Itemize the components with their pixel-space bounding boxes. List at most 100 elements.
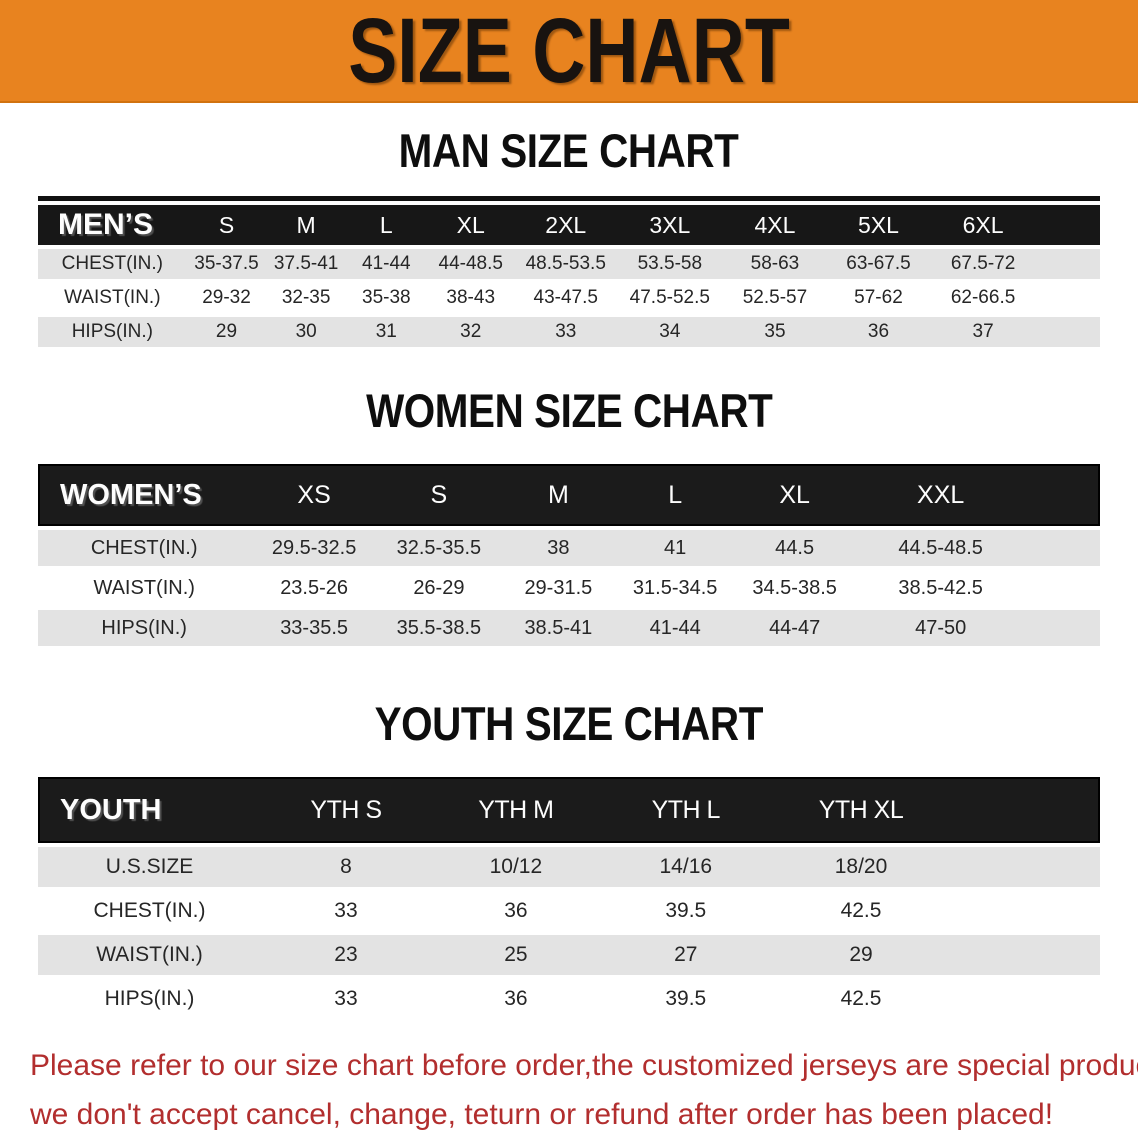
size-value: 25 bbox=[430, 935, 601, 975]
measurement-row: HIPS(IN.) 33 36 39.5 42.5 bbox=[38, 979, 1100, 1019]
size-value: 34.5-38.5 bbox=[752, 576, 837, 599]
size-value: 23.5-26 bbox=[280, 576, 349, 599]
table-group-label: YOUTH bbox=[38, 777, 262, 843]
size-value: 38.5-41 bbox=[499, 610, 617, 646]
measurement-row-label: HIPS(IN.) bbox=[104, 987, 195, 1010]
size-column-header: M bbox=[266, 205, 346, 245]
size-value: 29.5-32.5 bbox=[250, 530, 378, 566]
youth-size-section: YOUTH SIZE CHART YOUTH YTH S YTH M YTH L YTH… bbox=[0, 700, 1138, 1023]
men-size-table: MEN’S S M L XL 2XL 3XL 4XL 5XL 6XL CHEST(IN.) 35-37… bbox=[38, 201, 1100, 351]
size-column-header: S bbox=[186, 205, 267, 245]
measurement-row: CHEST(IN.) 33 36 39.5 42.5 bbox=[38, 891, 1100, 931]
size-value: 38.5-42.5 bbox=[898, 576, 983, 599]
table-header-row: MEN’S S M L XL 2XL 3XL 4XL 5XL 6XL bbox=[38, 205, 1100, 245]
measurement-row-label: WAIST(IN.) bbox=[38, 935, 262, 975]
size-column-header: YTH M bbox=[430, 777, 601, 843]
size-value: 44-48.5 bbox=[426, 249, 515, 279]
disclaimer-line-2: we don't accept cancel, change, teturn o… bbox=[30, 1098, 1054, 1131]
measurement-row-label: WAIST(IN.) bbox=[93, 576, 195, 599]
size-value: 14/16 bbox=[600, 847, 771, 887]
header-spacer bbox=[951, 777, 1100, 843]
size-column-header: 4XL bbox=[722, 205, 827, 245]
table-group-label: MEN’S bbox=[38, 205, 187, 245]
size-value: 33 bbox=[514, 317, 617, 347]
size-column-header: 6XL bbox=[929, 205, 1037, 245]
men-section-heading: MAN SIZE CHART bbox=[399, 124, 739, 177]
banner-title: SIZE CHART bbox=[348, 0, 790, 102]
measurement-row-label: HIPS(IN.) bbox=[38, 610, 251, 646]
size-value: 8 bbox=[261, 847, 431, 887]
youth-section-heading: YOUTH SIZE CHART bbox=[374, 697, 764, 750]
row-spacer bbox=[951, 891, 1100, 931]
size-value: 52.5-57 bbox=[742, 287, 808, 308]
size-value: 35-38 bbox=[362, 287, 411, 308]
size-column-header: YTH L bbox=[600, 777, 771, 843]
size-value: 62-66.5 bbox=[950, 287, 1016, 308]
size-value: 41 bbox=[616, 530, 734, 566]
size-value: 43-47.5 bbox=[533, 287, 598, 308]
size-value: 35-37.5 bbox=[186, 249, 267, 279]
size-value: 27 bbox=[600, 935, 771, 975]
measurement-row: CHEST(IN.) 29.5-32.5 32.5-35.5 38 41 44.5 44.5… bbox=[38, 530, 1100, 566]
table-header-row: WOMEN’S XS S M L XL XXL bbox=[38, 464, 1100, 526]
size-value: 32-35 bbox=[281, 287, 331, 308]
size-column-header: XS bbox=[250, 464, 378, 526]
size-value: 41-44 bbox=[345, 249, 427, 279]
row-spacer bbox=[1036, 283, 1100, 313]
measurement-row-label: CHEST(IN.) bbox=[38, 530, 251, 566]
size-value: 39.5 bbox=[665, 899, 707, 922]
men-table-top-rule bbox=[38, 196, 1100, 201]
women-size-table: WOMEN’S XS S M L XL XXL CHEST(IN.) 29.5-32.5 32.5… bbox=[38, 460, 1100, 650]
size-value: 42.5 bbox=[840, 899, 882, 922]
size-value: 42.5 bbox=[840, 987, 882, 1010]
size-column-header: YTH S bbox=[261, 777, 431, 843]
size-column-header: 5XL bbox=[826, 205, 930, 245]
row-spacer bbox=[1026, 570, 1100, 606]
size-column-header: L bbox=[616, 464, 734, 526]
size-value: 29-32 bbox=[202, 287, 251, 308]
size-value: 47-50 bbox=[855, 610, 1026, 646]
measurement-row-label: CHEST(IN.) bbox=[38, 249, 187, 279]
size-value: 44.5 bbox=[733, 530, 856, 566]
row-spacer bbox=[951, 847, 1100, 887]
size-value: 44.5-48.5 bbox=[855, 530, 1026, 566]
measurement-row-label: WAIST(IN.) bbox=[64, 287, 161, 308]
size-value: 36 bbox=[504, 899, 528, 922]
size-column-header: XL bbox=[733, 464, 856, 526]
size-value: 18/20 bbox=[770, 847, 952, 887]
header-spacer bbox=[1036, 205, 1100, 245]
size-value: 32 bbox=[426, 317, 515, 347]
size-value: 35.5-38.5 bbox=[377, 610, 500, 646]
size-value: 35 bbox=[722, 317, 827, 347]
size-column-header: 3XL bbox=[616, 205, 723, 245]
size-value: 48.5-53.5 bbox=[514, 249, 617, 279]
youth-size-table: YOUTH YTH S YTH M YTH L YTH XL U.S.SIZE 8 10/12… bbox=[38, 773, 1100, 1023]
size-value: 41-44 bbox=[616, 610, 734, 646]
size-value: 33 bbox=[334, 987, 358, 1010]
size-value: 31 bbox=[345, 317, 427, 347]
size-value: 38 bbox=[499, 530, 617, 566]
size-column-header: S bbox=[377, 464, 500, 526]
row-spacer bbox=[951, 979, 1100, 1019]
size-value: 67.5-72 bbox=[929, 249, 1037, 279]
row-spacer bbox=[1025, 530, 1100, 566]
size-column-header: 2XL bbox=[514, 205, 617, 245]
size-value: 37 bbox=[929, 317, 1037, 347]
size-value: 29 bbox=[770, 935, 952, 975]
size-value: 53.5-58 bbox=[616, 249, 723, 279]
size-value: 29 bbox=[186, 317, 267, 347]
size-value: 30 bbox=[266, 317, 346, 347]
table-header-row: YOUTH YTH S YTH M YTH L YTH XL bbox=[38, 777, 1100, 843]
measurement-row-label: HIPS(IN.) bbox=[38, 317, 187, 347]
size-value: 58-63 bbox=[722, 249, 827, 279]
size-value: 31.5-34.5 bbox=[632, 576, 718, 599]
size-value: 36 bbox=[826, 317, 930, 347]
row-spacer bbox=[1036, 249, 1100, 279]
measurement-row-label: CHEST(IN.) bbox=[93, 899, 206, 922]
row-spacer bbox=[1025, 610, 1100, 646]
size-value: 37.5-41 bbox=[266, 249, 346, 279]
size-value: 26-29 bbox=[413, 576, 465, 599]
size-column-header: YTH XL bbox=[770, 777, 952, 843]
measurement-row: WAIST(IN.) 23.5-26 26-29 29-31.5 31.5-34.5 34… bbox=[38, 570, 1100, 606]
size-value: 38-43 bbox=[446, 287, 496, 308]
